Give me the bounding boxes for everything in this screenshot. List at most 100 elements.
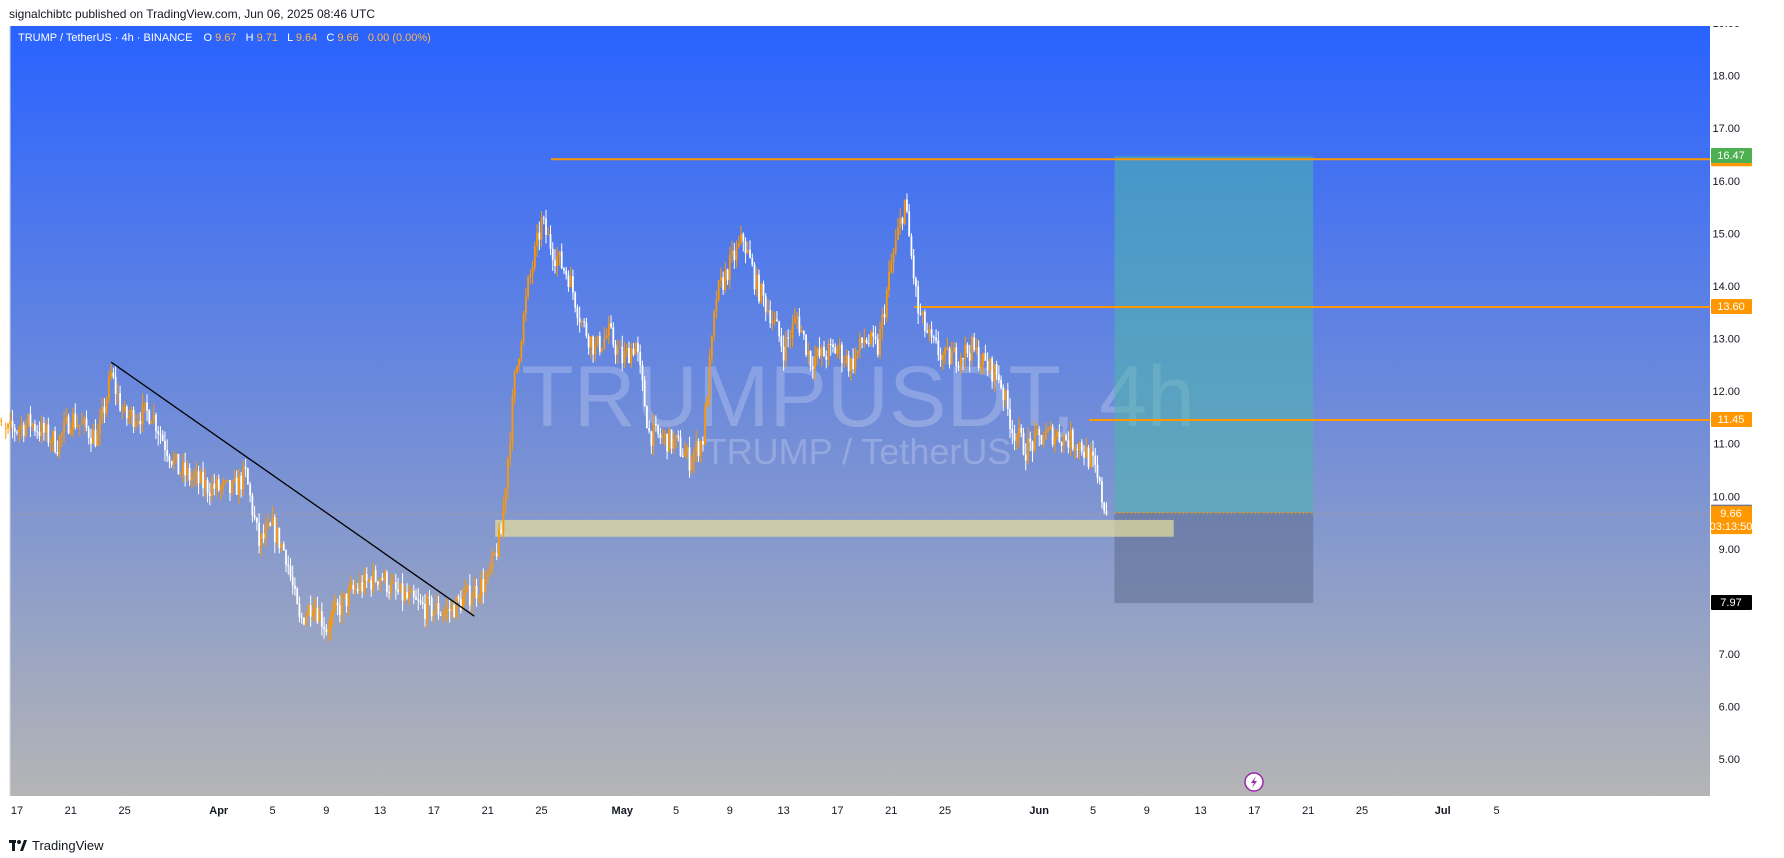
candle-body: [711, 335, 713, 358]
candle-body: [40, 422, 43, 436]
candle-body: [224, 480, 227, 482]
legend-low-value: 9.64: [296, 32, 317, 44]
candle-body: [85, 418, 88, 429]
candle-body: [899, 218, 902, 228]
candle-body: [269, 523, 272, 526]
candle-body: [995, 364, 998, 375]
tradingview-logo[interactable]: TradingView: [9, 838, 104, 853]
candle-body: [856, 350, 859, 354]
candle-body: [1058, 432, 1061, 442]
candle-body: [948, 347, 951, 365]
x-axis-tick-label: 9: [727, 805, 733, 817]
candle-body: [242, 467, 245, 490]
candle-body: [137, 421, 139, 423]
candle-body: [1062, 435, 1065, 446]
candle-body: [401, 583, 404, 601]
price-label-tag-background: [1711, 148, 1752, 164]
candle-body: [193, 475, 195, 478]
y-axis-tick-label: 11.00: [1713, 439, 1740, 451]
candle-body: [341, 596, 343, 615]
candle-body: [190, 477, 193, 481]
candle-body: [397, 589, 399, 592]
candle-body: [29, 413, 32, 427]
candle-body: [350, 584, 352, 589]
candle-body: [1060, 441, 1063, 446]
candle-body: [545, 218, 547, 235]
candle-body: [975, 347, 978, 350]
candle-body: [235, 477, 238, 495]
candle-body: [370, 580, 373, 590]
candle-body: [1096, 464, 1099, 478]
candle-body: [1004, 390, 1007, 400]
candle-body: [901, 218, 904, 224]
plot-background: [10, 26, 1710, 796]
candle-body: [1105, 510, 1108, 515]
candle-body: [910, 236, 913, 256]
candle-body: [769, 309, 772, 324]
candle-body: [950, 352, 953, 365]
candle-body: [1067, 440, 1070, 448]
x-axis-tick-label: 17: [428, 805, 440, 817]
candle-body: [7, 424, 9, 428]
candle-body: [316, 608, 319, 622]
candle-body: [574, 292, 577, 308]
candle-body: [735, 246, 738, 261]
candle-body: [16, 431, 18, 433]
candle-body: [271, 517, 274, 526]
candle-body: [1083, 451, 1085, 458]
candle-body: [1038, 429, 1041, 435]
candle-body: [444, 611, 447, 615]
candle-body: [587, 336, 590, 348]
candle-body: [18, 428, 21, 432]
candle-body: [838, 344, 841, 350]
candle-body: [9, 420, 12, 425]
candle-body: [861, 337, 864, 343]
x-axis-tick-label: 17: [831, 805, 843, 817]
candle-body: [583, 321, 586, 323]
candle-body: [325, 629, 328, 633]
candle-body: [628, 347, 630, 364]
candle-body: [1011, 429, 1014, 434]
candle-body: [484, 579, 487, 593]
x-axis-tick-label: 21: [1302, 805, 1314, 817]
candle-body: [565, 270, 568, 275]
candle-body: [231, 481, 234, 493]
candle-body: [731, 250, 733, 255]
candle-body: [1018, 427, 1020, 437]
price-chart[interactable]: TRUMPUSDT, 4h TRUMP / TetherUS 5.00 6.00 7…: [0, 18, 1784, 834]
candle-body: [69, 429, 72, 434]
candle-body: [592, 336, 595, 355]
candle-body: [327, 630, 330, 633]
candle-body: [605, 335, 608, 339]
candle-body: [300, 617, 303, 619]
candle-body: [897, 227, 899, 240]
candle-body: [932, 336, 935, 338]
candle-body: [204, 480, 207, 489]
candle-body: [417, 599, 420, 601]
candle-body: [1074, 448, 1076, 450]
x-axis-tick-label: 21: [885, 805, 897, 817]
descending-trendline[interactable]: [110, 361, 475, 617]
candle-body: [722, 277, 725, 290]
candle-body: [332, 609, 334, 617]
candle-body: [424, 604, 426, 619]
long-position-target-zone[interactable]: [1114, 156, 1314, 513]
candle-body: [428, 596, 431, 599]
lightning-icon[interactable]: [1244, 772, 1264, 792]
candle-body: [220, 486, 222, 490]
candle-body: [457, 596, 460, 600]
candle-body: [287, 564, 290, 567]
candle-body: [1085, 447, 1088, 458]
chart-frame[interactable]: TRUMPUSDT, 4h TRUMP / TetherUS 5.00 6.00 7…: [0, 18, 1784, 834]
candle-body: [152, 414, 155, 422]
candle-body: [379, 578, 382, 585]
candle-body: [964, 344, 967, 359]
candle-body: [495, 552, 498, 557]
candle-body: [607, 323, 610, 336]
candle-body: [632, 348, 635, 355]
support-zone[interactable]: [495, 519, 1174, 537]
candle-body: [923, 311, 926, 331]
candle-body: [475, 586, 478, 599]
candle-body: [72, 413, 74, 430]
candle-body: [233, 477, 236, 482]
